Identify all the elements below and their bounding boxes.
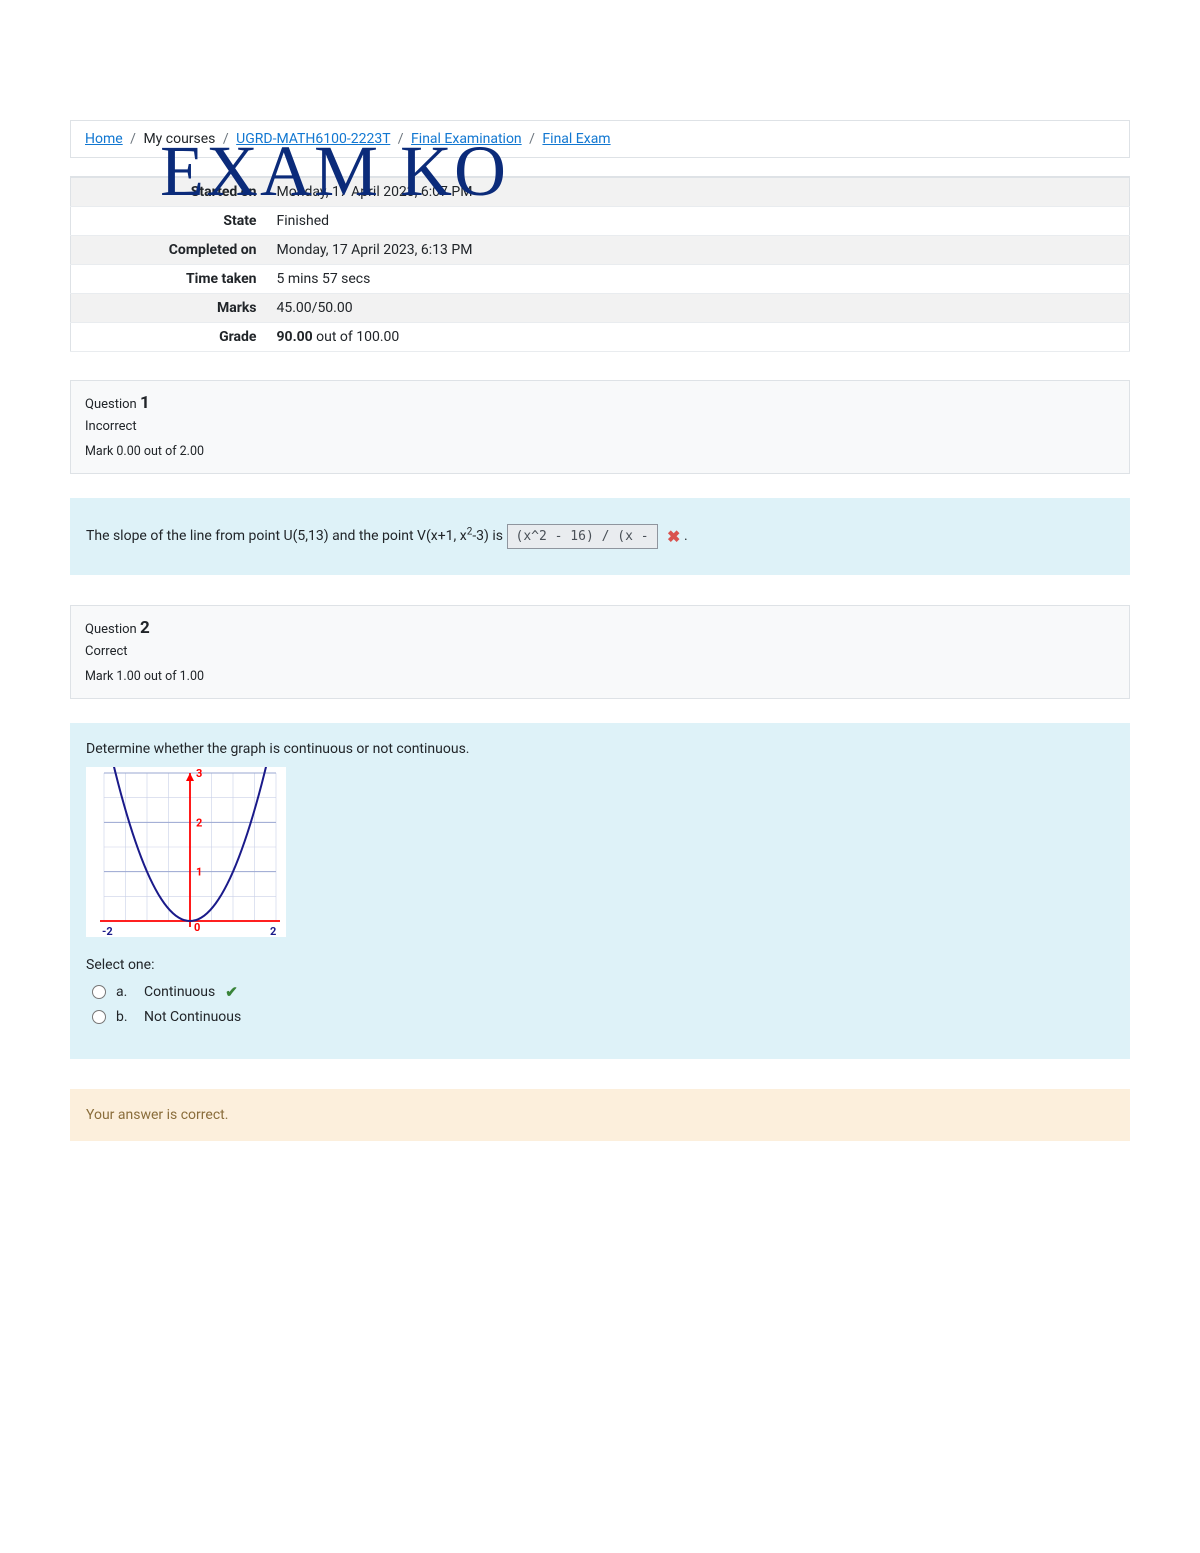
q1-text-suffix: -3) is [472,528,506,544]
question-num: 2 [140,618,150,638]
breadcrumb-sep: / [398,131,404,147]
question-mark: Mark 1.00 out of 1.00 [85,669,1115,684]
breadcrumb-sep: / [223,131,229,147]
grade-rest: out of 100.00 [313,329,400,345]
breadcrumb-exam[interactable]: Final Exam [542,131,610,147]
info-value: 5 mins 57 secs [267,265,1130,294]
check-icon: ✔ [225,983,238,1001]
svg-text:3: 3 [196,767,202,780]
option-row: a. Continuous ✔ [92,983,1114,1001]
info-value: Monday, 17 April 2023, 6:07 PM [267,177,1130,207]
svg-text:-2: -2 [102,925,113,937]
option-row: b. Not Continuous [92,1009,1114,1025]
svg-text:1: 1 [196,866,202,879]
info-value: 90.00 out of 100.00 [267,323,1130,352]
question-state: Correct [85,644,1115,659]
option-radio[interactable] [92,1010,106,1024]
option-text: Continuous [144,984,215,1000]
breadcrumb-sep: / [130,131,136,147]
info-label: Completed on [71,236,267,265]
option-letter: b. [116,1009,134,1025]
q1-answer-input[interactable]: (x^2 - 16) / (x - [507,524,658,549]
question-2-body: Determine whether the graph is continuou… [70,723,1130,1059]
question-number: Question 2 [85,618,1115,638]
option-letter: a. [116,984,134,1000]
question-1-body: The slope of the line from point U(5,13)… [70,498,1130,575]
breadcrumb-course[interactable]: UGRD-MATH6100-2223T [236,131,390,147]
svg-text:2: 2 [270,925,276,937]
question-num: 1 [140,393,150,413]
option-text: Not Continuous [144,1009,241,1025]
question-label: Question [85,622,140,637]
info-label: Grade [71,323,267,352]
question-label: Question [85,397,140,412]
question-mark: Mark 0.00 out of 2.00 [85,444,1115,459]
feedback-box: Your answer is correct. [70,1089,1130,1141]
breadcrumb: Home / My courses / UGRD-MATH6100-2223T … [70,120,1130,158]
select-one-label: Select one: [86,957,1114,973]
attempt-summary-table: Started on Monday, 17 April 2023, 6:07 P… [70,176,1130,352]
question-number: Question 1 [85,393,1115,413]
wrong-icon: ✖ [667,527,680,546]
info-value: 45.00/50.00 [267,294,1130,323]
info-label: Marks [71,294,267,323]
breadcrumb-sep: / [529,131,535,147]
info-value: Monday, 17 April 2023, 6:13 PM [267,236,1130,265]
svg-text:0: 0 [194,921,200,934]
option-radio[interactable] [92,985,106,999]
question-state: Incorrect [85,419,1115,434]
question-2-header: Question 2 Correct Mark 1.00 out of 1.00 [70,605,1130,699]
svg-text:2: 2 [196,816,202,829]
q1-text-prefix: The slope of the line from point U(5,13)… [86,528,467,544]
q1-trailing: . [684,528,688,544]
feedback-text: Your answer is correct. [86,1107,228,1123]
graph-svg: 0 1 2 3 -2 2 [86,767,286,937]
question-1-header: Question 1 Incorrect Mark 0.00 out of 2.… [70,380,1130,474]
grade-value: 90.00 [277,329,313,345]
info-value: Finished [267,207,1130,236]
q2-prompt: Determine whether the graph is continuou… [86,741,1114,757]
info-label: Started on [71,177,267,207]
breadcrumb-home[interactable]: Home [85,131,123,147]
info-label: Time taken [71,265,267,294]
q2-graph: 0 1 2 3 -2 2 [86,767,286,937]
info-label: State [71,207,267,236]
breadcrumb-section[interactable]: Final Examination [411,131,522,147]
breadcrumb-mycourses: My courses [143,131,215,147]
